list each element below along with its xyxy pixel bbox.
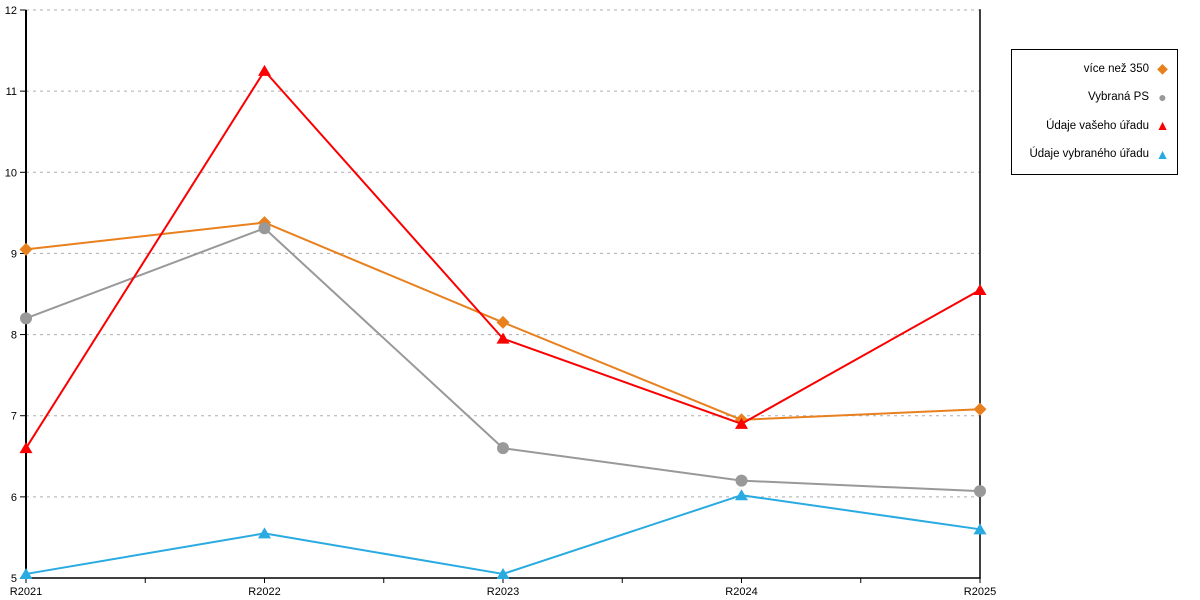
legend-label: Vybraná PS <box>1088 91 1149 103</box>
x-tick-label-R2023: R2023 <box>487 586 519 598</box>
series-1-marker-R2022 <box>258 222 271 235</box>
legend: více než 350 ◆ Vybraná PS ● Údaje vašeho úřa… <box>1011 49 1178 175</box>
series-1-marker-R2023 <box>497 442 509 455</box>
legend-item-1: Vybraná PS ● <box>1016 84 1170 113</box>
series-0-marker-R2023 <box>496 315 510 329</box>
series-line-2 <box>25 69 981 450</box>
series-2-marker-R2024 <box>735 417 748 429</box>
series-2-marker-R2022 <box>258 64 271 76</box>
series-3-marker-R2025 <box>973 523 987 535</box>
x-tick-label-R2025: R2025 <box>964 586 996 598</box>
x-tick-label-R2021: R2021 <box>10 586 42 598</box>
series-2-marker-R2025 <box>973 283 987 295</box>
legend-label: více než 350 <box>1083 62 1149 75</box>
legend-marker-triangle-icon: ▲ <box>1155 117 1170 134</box>
series-2-marker-R2023 <box>496 332 510 344</box>
legend-marker-circle-icon: ● <box>1158 88 1167 105</box>
series-line-3 <box>25 494 981 575</box>
x-tick-label-R2024: R2024 <box>725 586 757 598</box>
legend-item-2: Údaje vašeho úřadu ▲ <box>1016 112 1170 141</box>
series-1-marker-R2024 <box>735 474 748 487</box>
y-tick-label-12: 12 <box>5 5 17 17</box>
legend-marker-diamond-icon: ◆ <box>1157 60 1168 77</box>
legend-item-3: Údaje vybraného úřadu ▲ <box>1016 141 1170 170</box>
y-tick-label-9: 9 <box>11 248 17 260</box>
y-tick-label-11: 11 <box>6 86 17 98</box>
series-3-marker-R2023 <box>496 567 510 579</box>
y-tick-label-5: 5 <box>11 573 17 585</box>
legend-item-0: více než 350 ◆ <box>1016 55 1170 84</box>
y-tick-label-8: 8 <box>11 330 17 342</box>
x-tick-label-R2022: R2022 <box>248 586 280 598</box>
y-tick-label-10: 10 <box>5 167 17 179</box>
series-3-marker-R2022 <box>258 527 271 539</box>
legend-label: Údaje vašeho úřadu <box>1046 119 1149 132</box>
y-tick-label-7: 7 <box>11 411 17 423</box>
legend-label: Údaje vybraného úřadu <box>1029 148 1149 160</box>
series-1-marker-R2025 <box>974 485 986 498</box>
series-2-marker-R2021 <box>19 442 33 454</box>
series-3-marker-R2021 <box>19 567 33 579</box>
series-1-marker-R2021 <box>20 312 32 325</box>
series-0-marker-R2025 <box>973 402 987 416</box>
series-0-marker-R2021 <box>19 242 33 256</box>
y-tick-label-6: 6 <box>11 492 17 504</box>
series-3-marker-R2024 <box>735 489 748 501</box>
legend-marker-triangle-icon: ▲ <box>1155 145 1170 162</box>
